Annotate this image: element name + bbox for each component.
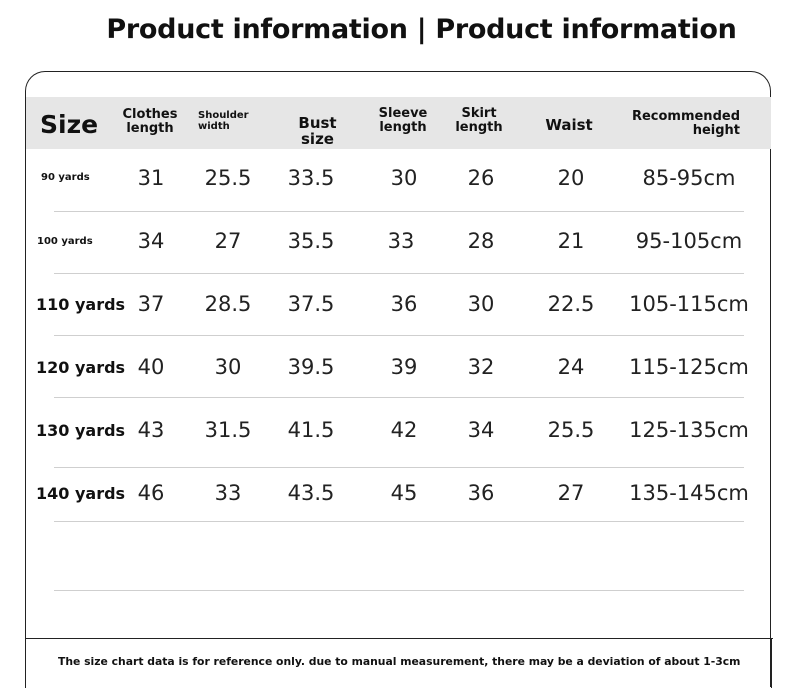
header-bust-size: Bust size: [298, 114, 337, 148]
cell-waist: 25.5: [547, 418, 595, 442]
row-size-110: 110 yards: [36, 295, 126, 314]
row-size-120: 120 yards: [36, 358, 126, 377]
cell-clothes: 43: [137, 418, 165, 442]
header-shoulder-line1: Shoulder: [198, 110, 249, 121]
card-border-right: [771, 638, 772, 688]
cell-shoulder: 30: [214, 355, 242, 379]
cell-waist: 20: [557, 166, 585, 190]
cell-skirt: 28: [467, 229, 495, 253]
cell-skirt: 32: [467, 355, 495, 379]
header-skirt-line1: Skirt: [461, 106, 497, 121]
cell-waist: 21: [557, 229, 585, 253]
row-size-100: 100 yards: [37, 236, 93, 247]
cell-sleeve: 33: [387, 229, 415, 253]
cell-waist: 27: [557, 481, 585, 505]
cell-height: 85-95cm: [642, 166, 736, 190]
header-size: Size: [40, 110, 99, 139]
header-waist: Waist: [545, 116, 593, 134]
cell-bust: 41.5: [287, 418, 335, 442]
row-divider: [54, 335, 744, 336]
header-rec-line1: Recommended: [631, 109, 740, 124]
cell-skirt: 30: [467, 292, 495, 316]
row-size-130: 130 yards: [36, 421, 126, 440]
cell-height: 95-105cm: [635, 229, 743, 253]
cell-clothes: 31: [137, 166, 165, 190]
header-clothes-line2: length: [126, 121, 174, 136]
row-divider: [54, 397, 744, 398]
cell-bust: 39.5: [287, 355, 335, 379]
cell-height: 135-145cm: [629, 481, 749, 505]
row-divider: [54, 211, 744, 212]
cell-shoulder: 27: [214, 229, 242, 253]
cell-bust: 35.5: [287, 229, 335, 253]
cell-bust: 43.5: [287, 481, 335, 505]
cell-skirt: 26: [467, 166, 495, 190]
footer-divider: [25, 638, 773, 639]
header-clothes-line1: Clothes: [122, 107, 178, 122]
header-skirt-length: Skirt length: [450, 107, 508, 135]
cell-sleeve: 30: [390, 166, 418, 190]
cell-skirt: 36: [467, 481, 495, 505]
cell-sleeve: 39: [390, 355, 418, 379]
cell-waist: 24: [557, 355, 585, 379]
header-clothes-length: Clothes length: [118, 108, 182, 136]
row-size-140: 140 yards: [36, 484, 126, 503]
cell-sleeve: 36: [390, 292, 418, 316]
header-sleeve-length: Sleeve length: [372, 107, 434, 135]
card-border-left: [25, 638, 26, 688]
page-title: Product information | Product informatio…: [106, 14, 737, 45]
size-chart-card: [25, 71, 771, 687]
cell-skirt: 34: [467, 418, 495, 442]
cell-height: 105-115cm: [629, 292, 749, 316]
row-size-90: 90 yards: [41, 172, 90, 183]
cell-shoulder: 31.5: [204, 418, 252, 442]
cell-clothes: 37: [137, 292, 165, 316]
cell-height: 115-125cm: [629, 355, 749, 379]
cell-sleeve: 42: [390, 418, 418, 442]
cell-shoulder: 25.5: [204, 166, 252, 190]
header-shoulder-line2: width: [198, 121, 230, 132]
row-divider: [54, 467, 744, 468]
header-sleeve-line1: Sleeve: [378, 106, 428, 121]
header-skirt-line2: length: [455, 120, 503, 135]
footer-note: The size chart data is for reference onl…: [58, 655, 741, 668]
row-divider: [54, 273, 744, 274]
header-sleeve-line2: length: [379, 120, 427, 135]
cell-bust: 33.5: [287, 166, 335, 190]
header-rec-line2: height: [692, 123, 740, 138]
cell-bust: 37.5: [287, 292, 335, 316]
cell-height: 125-135cm: [629, 418, 749, 442]
cell-waist: 22.5: [547, 292, 595, 316]
cell-clothes: 34: [137, 229, 165, 253]
header-shoulder-width: Shoulder width: [198, 110, 249, 132]
cell-shoulder: 28.5: [204, 292, 252, 316]
table-header-band: [26, 97, 771, 149]
row-divider: [54, 590, 744, 591]
cell-shoulder: 33: [214, 481, 242, 505]
cell-clothes: 46: [137, 481, 165, 505]
cell-clothes: 40: [137, 355, 165, 379]
header-recommended-height: Recommended height: [630, 110, 740, 138]
cell-sleeve: 45: [390, 481, 418, 505]
row-divider: [54, 521, 744, 522]
